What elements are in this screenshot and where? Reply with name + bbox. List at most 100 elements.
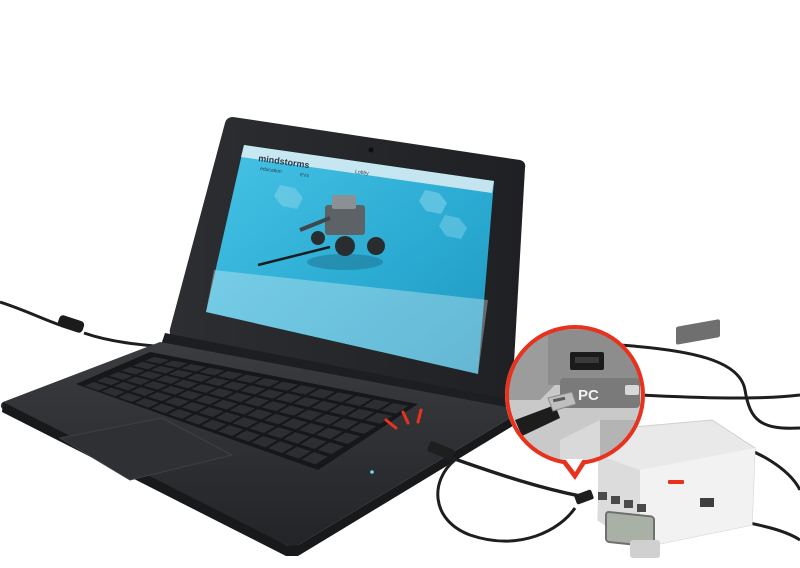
webcam [368,147,374,153]
keyboard-key [218,425,244,436]
keyboard-key [204,377,230,387]
port-highlight-marks [384,408,423,430]
keyboard-key [96,377,121,386]
keyboard-key [301,452,328,465]
keyboard-key [298,423,326,435]
keyboard-key [300,437,327,449]
keyboard-key [134,398,159,408]
touchpad [58,417,234,481]
keyboard-key [212,399,238,410]
keyboard-key [232,417,258,428]
keyboard-key [249,422,276,433]
pc-port-label: PC [578,387,599,404]
keyboard-key [235,374,262,384]
keyboard-key [118,392,142,402]
keyboard-key [362,399,391,410]
keyboard-key [290,385,317,395]
keyboard-key [84,382,109,391]
keyboard-key [173,379,199,389]
keyboard-key [329,404,357,416]
keyboard-key [296,409,323,421]
laptop-screen: mindstorms education EV3 Lobby [206,145,494,374]
keyboard-key [331,418,359,430]
lobby-tab: Lobby [355,169,370,177]
keyboard-key [126,376,151,385]
keyboard-key [347,408,375,420]
keyboard-key [130,387,155,396]
keyboard-key [314,414,341,425]
power-cable [0,300,169,349]
keyboard-key [317,442,344,455]
keyboard-key [201,419,227,431]
keyboard-key [234,430,261,442]
keyboard-key [113,382,138,391]
keyboard-key [333,432,361,445]
keyboard-key [138,371,163,380]
keyboard-key [208,388,234,398]
keyboard-key [120,366,145,375]
keyboard-key [365,412,393,424]
keyboard-key [164,397,190,407]
keyboard-key [279,405,306,416]
keyboard-key [326,392,354,403]
keyboard-key [168,409,193,419]
keyboard-key [156,375,181,384]
keyboard-key [168,369,194,378]
keyboard-key [247,409,273,420]
keyboard-key [311,401,339,412]
keyboard-key [251,435,278,448]
keyboard-key [272,381,299,391]
keyboard-key [199,367,225,376]
keyboard-key [243,396,270,407]
keyboard-key [284,446,311,459]
keyboard-key [177,390,203,400]
keyboard-key [147,392,172,402]
keyboard-key [186,373,212,382]
keyboard-key [349,422,377,434]
keyboard-key [181,402,207,412]
keyboard-key [108,371,133,380]
keyboard-key [132,361,158,370]
keyboard-key [275,393,302,403]
keyboard-key [163,360,188,368]
keyboard-key [101,387,125,397]
ev3-robot-render [257,195,385,270]
keyboard-key [195,395,221,405]
keyboard-key [281,418,308,430]
keyboard-key [198,407,224,418]
status-led [370,470,374,474]
keyboard-key [184,414,210,425]
keyboard-key [191,384,217,393]
keyboard-key [268,441,294,453]
keyboard-key [151,403,176,414]
keyboard-key [381,402,409,414]
keyboard [76,352,418,470]
keyboard-key [344,395,372,406]
keyboard-key [217,371,243,380]
keyboard-key [226,392,252,402]
ev3-cables [619,343,800,542]
keyboard-key [264,413,291,425]
keyboard-key [316,427,343,440]
keyboard-key [229,404,256,415]
keyboard-key [261,401,288,412]
mindstorms-sub: education [260,166,283,175]
keyboard-key [283,432,310,444]
keyboard-key [266,427,293,439]
keyboard-key [181,363,207,372]
keyboard-key [240,385,266,395]
keyboard-key [222,381,248,391]
ev3-ports [598,492,646,512]
keyboard-key [143,381,168,390]
keyboard-key [258,389,284,399]
keyboard-key [160,385,186,395]
keyboard-key [293,397,320,407]
keyboard-key [215,412,241,423]
keyboard-key [150,365,176,374]
keyboard-key [144,356,170,364]
ev3-brick [574,319,756,558]
usb-cable [427,441,581,543]
mindstorms-version: EV3 [300,172,310,178]
keyboard-key [253,378,280,387]
